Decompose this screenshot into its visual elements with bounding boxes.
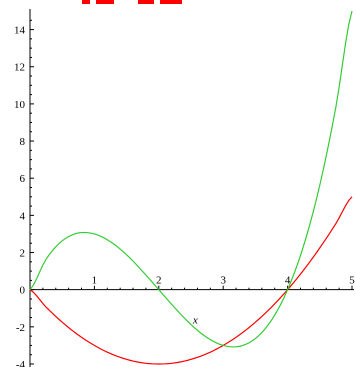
y-tick-label: 0 <box>20 285 26 297</box>
y-tick-label: -4 <box>16 359 26 367</box>
y-tick-label: 6 <box>20 173 26 185</box>
y-tick-label: 8 <box>20 136 26 148</box>
series-line-2 <box>29 10 353 348</box>
series-line-1 <box>29 196 353 365</box>
y-tick-label: -2 <box>16 322 25 334</box>
x-tick-label: 2 <box>156 275 162 287</box>
title-fragment <box>82 0 182 4</box>
axes <box>29 9 354 367</box>
y-tick-label: 12 <box>14 62 25 74</box>
y-tick-label: 10 <box>14 99 26 111</box>
y-tick-label: 4 <box>20 210 26 222</box>
x-tick-label: 3 <box>220 275 226 287</box>
x-tick-label: 4 <box>285 275 291 287</box>
x-axis-label: x <box>192 315 198 327</box>
x-tick-label: 5 <box>349 275 355 287</box>
y-tick-label: 14 <box>14 25 26 37</box>
series-group <box>29 10 353 365</box>
x-tick-label: 1 <box>92 275 98 287</box>
y-tick-label: 2 <box>20 248 26 260</box>
